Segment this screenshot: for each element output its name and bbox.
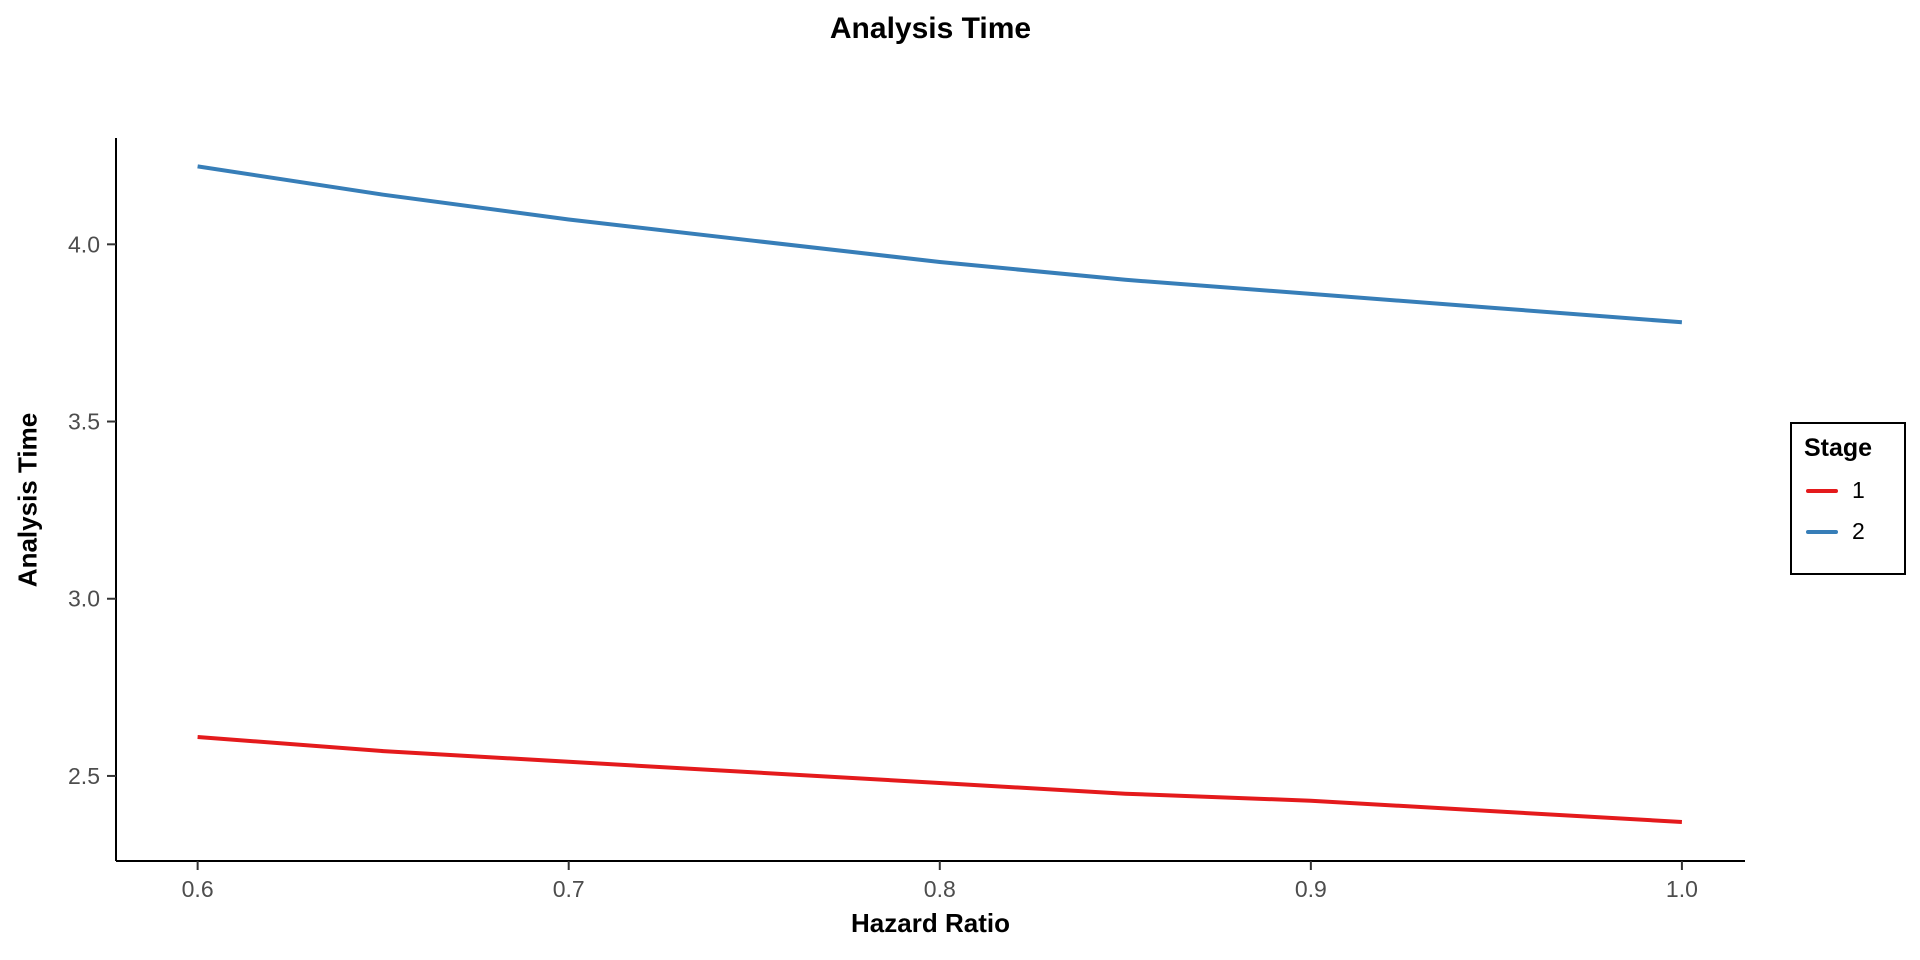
x-tick-label: 0.6 <box>182 876 214 902</box>
y-axis-label: Analysis Time <box>12 412 43 588</box>
tick-labels: 0.6 0.7 0.8 0.9 1.0 2.5 3.0 3.5 4.0 <box>68 231 1698 902</box>
legend-item-stage-2: 2 <box>1806 518 1892 545</box>
y-tick-label: 3.0 <box>68 586 100 612</box>
x-tick-label: 0.8 <box>924 876 956 902</box>
x-axis-label: Hazard Ratio <box>851 908 1010 938</box>
y-tick-label: 4.0 <box>68 231 100 257</box>
series-line-stage-1 <box>197 735 1683 824</box>
y-tick-label: 3.5 <box>68 409 100 435</box>
legend-item-label: 1 <box>1852 477 1865 503</box>
axes <box>107 138 1745 870</box>
legend-item-stage-1: 1 <box>1806 477 1892 504</box>
legend-item-label: 2 <box>1852 518 1865 544</box>
legend-line-swatch <box>1806 488 1838 493</box>
x-tick-label: 1.0 <box>1666 876 1698 902</box>
legend-line-swatch <box>1806 529 1838 534</box>
series-lines <box>197 164 1683 824</box>
series-line-stage-2 <box>197 164 1683 325</box>
legend-title: Stage <box>1804 434 1873 462</box>
x-tick-label: 0.9 <box>1295 876 1327 902</box>
x-tick-label: 0.7 <box>553 876 585 902</box>
chart-title: Analysis Time <box>829 12 1032 45</box>
y-tick-label: 2.5 <box>68 763 100 789</box>
